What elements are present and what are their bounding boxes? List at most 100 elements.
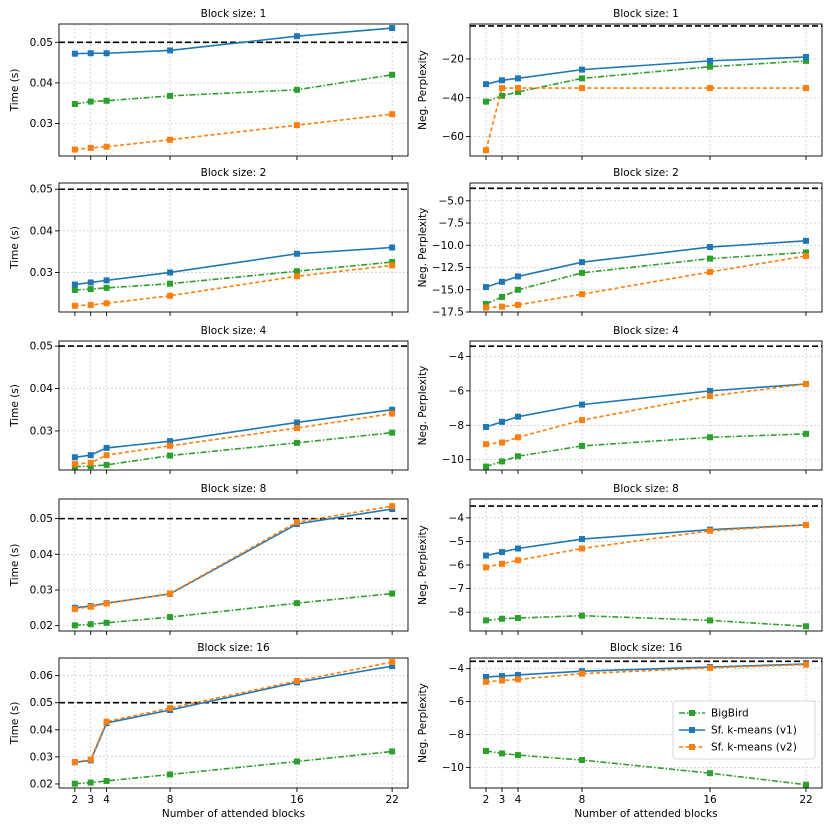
data-point-bigbird: [71, 286, 78, 293]
data-point-v1: [579, 66, 585, 73]
y-tick-label: −10.0: [432, 240, 464, 252]
data-point-v2: [499, 303, 505, 310]
data-point-bigbird: [293, 600, 300, 607]
y-tick-label: −7.5: [439, 218, 465, 230]
data-point-v2: [579, 291, 585, 298]
data-point-bigbird: [87, 98, 94, 105]
y-tick-label: 0.04: [30, 225, 54, 237]
y-tick-label: 0.05: [30, 513, 53, 525]
legend: BigBird Sf. k-means (v1) Sf. k-means (v2): [672, 700, 816, 760]
series-line-v1: [74, 246, 393, 286]
data-point-v2: [167, 705, 174, 712]
subplot-title: Block size: 8: [613, 483, 679, 495]
data-point-bigbird: [803, 249, 809, 256]
x-axis-label: Number of attended blocks: [574, 808, 717, 820]
data-point-v2: [87, 144, 94, 151]
y-axis-label: Time (s): [9, 226, 21, 270]
y-axis-label: Time (s): [9, 544, 21, 588]
y-axis-label: Time (s): [9, 69, 21, 113]
data-point-v2: [293, 678, 300, 685]
data-point-v2: [515, 301, 521, 308]
data-point-v2: [103, 718, 110, 725]
data-point-bigbird: [389, 259, 396, 266]
data-point-v2: [707, 664, 713, 671]
subplot-5: 0.03 0.04 0.05 Block size: 4 Time (s): [9, 325, 409, 474]
data-point-v1: [71, 454, 78, 461]
data-point-bigbird: [389, 590, 396, 597]
subplot-title: Block size: 16: [610, 642, 683, 654]
x-tick-label: 22: [799, 794, 812, 806]
data-point-v2: [707, 393, 713, 400]
x-tick-label: 4: [515, 794, 522, 806]
data-point-v2: [483, 147, 489, 154]
data-point-v2: [293, 424, 300, 431]
y-tick-label: −8: [449, 729, 464, 741]
series-line-bigbird: [74, 73, 393, 105]
data-point-v1: [293, 33, 300, 40]
data-point-v2: [167, 136, 174, 143]
y-tick-label: 0.03: [30, 751, 53, 763]
data-point-v2: [293, 519, 300, 526]
x-tick-label: 3: [499, 794, 506, 806]
data-point-v1: [499, 673, 505, 680]
plot-frame: [58, 340, 409, 471]
y-tick-label: −6: [449, 385, 465, 397]
data-point-v1: [103, 444, 110, 451]
data-point-bigbird: [293, 268, 300, 275]
y-tick-label: 0.03: [30, 118, 53, 130]
data-point-v1: [103, 277, 110, 284]
y-tick-label: −10: [442, 454, 464, 466]
data-point-bigbird: [103, 777, 110, 784]
data-point-bigbird: [167, 771, 174, 778]
data-point-v2: [803, 661, 809, 668]
data-point-bigbird: [515, 286, 521, 293]
data-point-bigbird: [167, 614, 174, 621]
data-point-v1: [515, 545, 521, 552]
data-point-v2: [87, 756, 94, 763]
y-tick-label: −6: [449, 560, 465, 572]
y-tick-label: 0.06: [30, 670, 54, 682]
data-point-v2: [499, 439, 505, 446]
data-point-bigbird: [483, 463, 489, 470]
y-tick-label: −60: [442, 131, 464, 143]
y-tick-label: 0.05: [30, 37, 53, 49]
plot-frame: [469, 340, 823, 471]
data-point-bigbird: [483, 98, 489, 105]
x-tick-label: 16: [703, 794, 717, 806]
data-point-bigbird: [103, 284, 110, 291]
series-line-bigbird: [74, 750, 393, 785]
data-point-v2: [87, 459, 94, 466]
data-point-bigbird: [579, 442, 585, 449]
data-point-v2: [71, 461, 78, 468]
y-tick-label: −10: [442, 762, 464, 774]
y-tick-label: 0.02: [30, 778, 53, 790]
y-axis-label: Neg. Perplexity: [417, 366, 429, 446]
data-point-v1: [803, 237, 809, 244]
data-point-v1: [167, 47, 174, 54]
data-point-v2: [389, 503, 396, 510]
y-tick-label: −7: [449, 583, 464, 595]
data-point-bigbird: [499, 615, 505, 622]
subplot-8: −8 −7 −6 −5 −4 Block size: 8 Neg. Perplexity: [417, 483, 823, 635]
y-tick-label: −5: [449, 536, 464, 548]
data-point-v2: [515, 434, 521, 441]
series-line-v1: [74, 408, 393, 459]
data-point-v2: [499, 85, 505, 92]
data-point-bigbird: [803, 623, 809, 630]
data-point-v2: [803, 521, 809, 528]
data-point-v2: [103, 143, 110, 150]
data-point-v2: [293, 273, 300, 280]
data-point-v1: [103, 50, 110, 57]
y-tick-label: 0.04: [30, 77, 54, 89]
data-point-bigbird: [389, 71, 396, 78]
data-point-v2: [483, 304, 489, 311]
data-point-v1: [499, 77, 505, 84]
data-point-v1: [483, 284, 489, 291]
subplot-title: Block size: 1: [201, 8, 267, 20]
data-point-v1: [499, 278, 505, 285]
data-point-bigbird: [803, 781, 809, 788]
plot-frame: [58, 657, 409, 789]
data-point-v1: [483, 424, 489, 430]
series-line-bigbird: [74, 592, 393, 627]
